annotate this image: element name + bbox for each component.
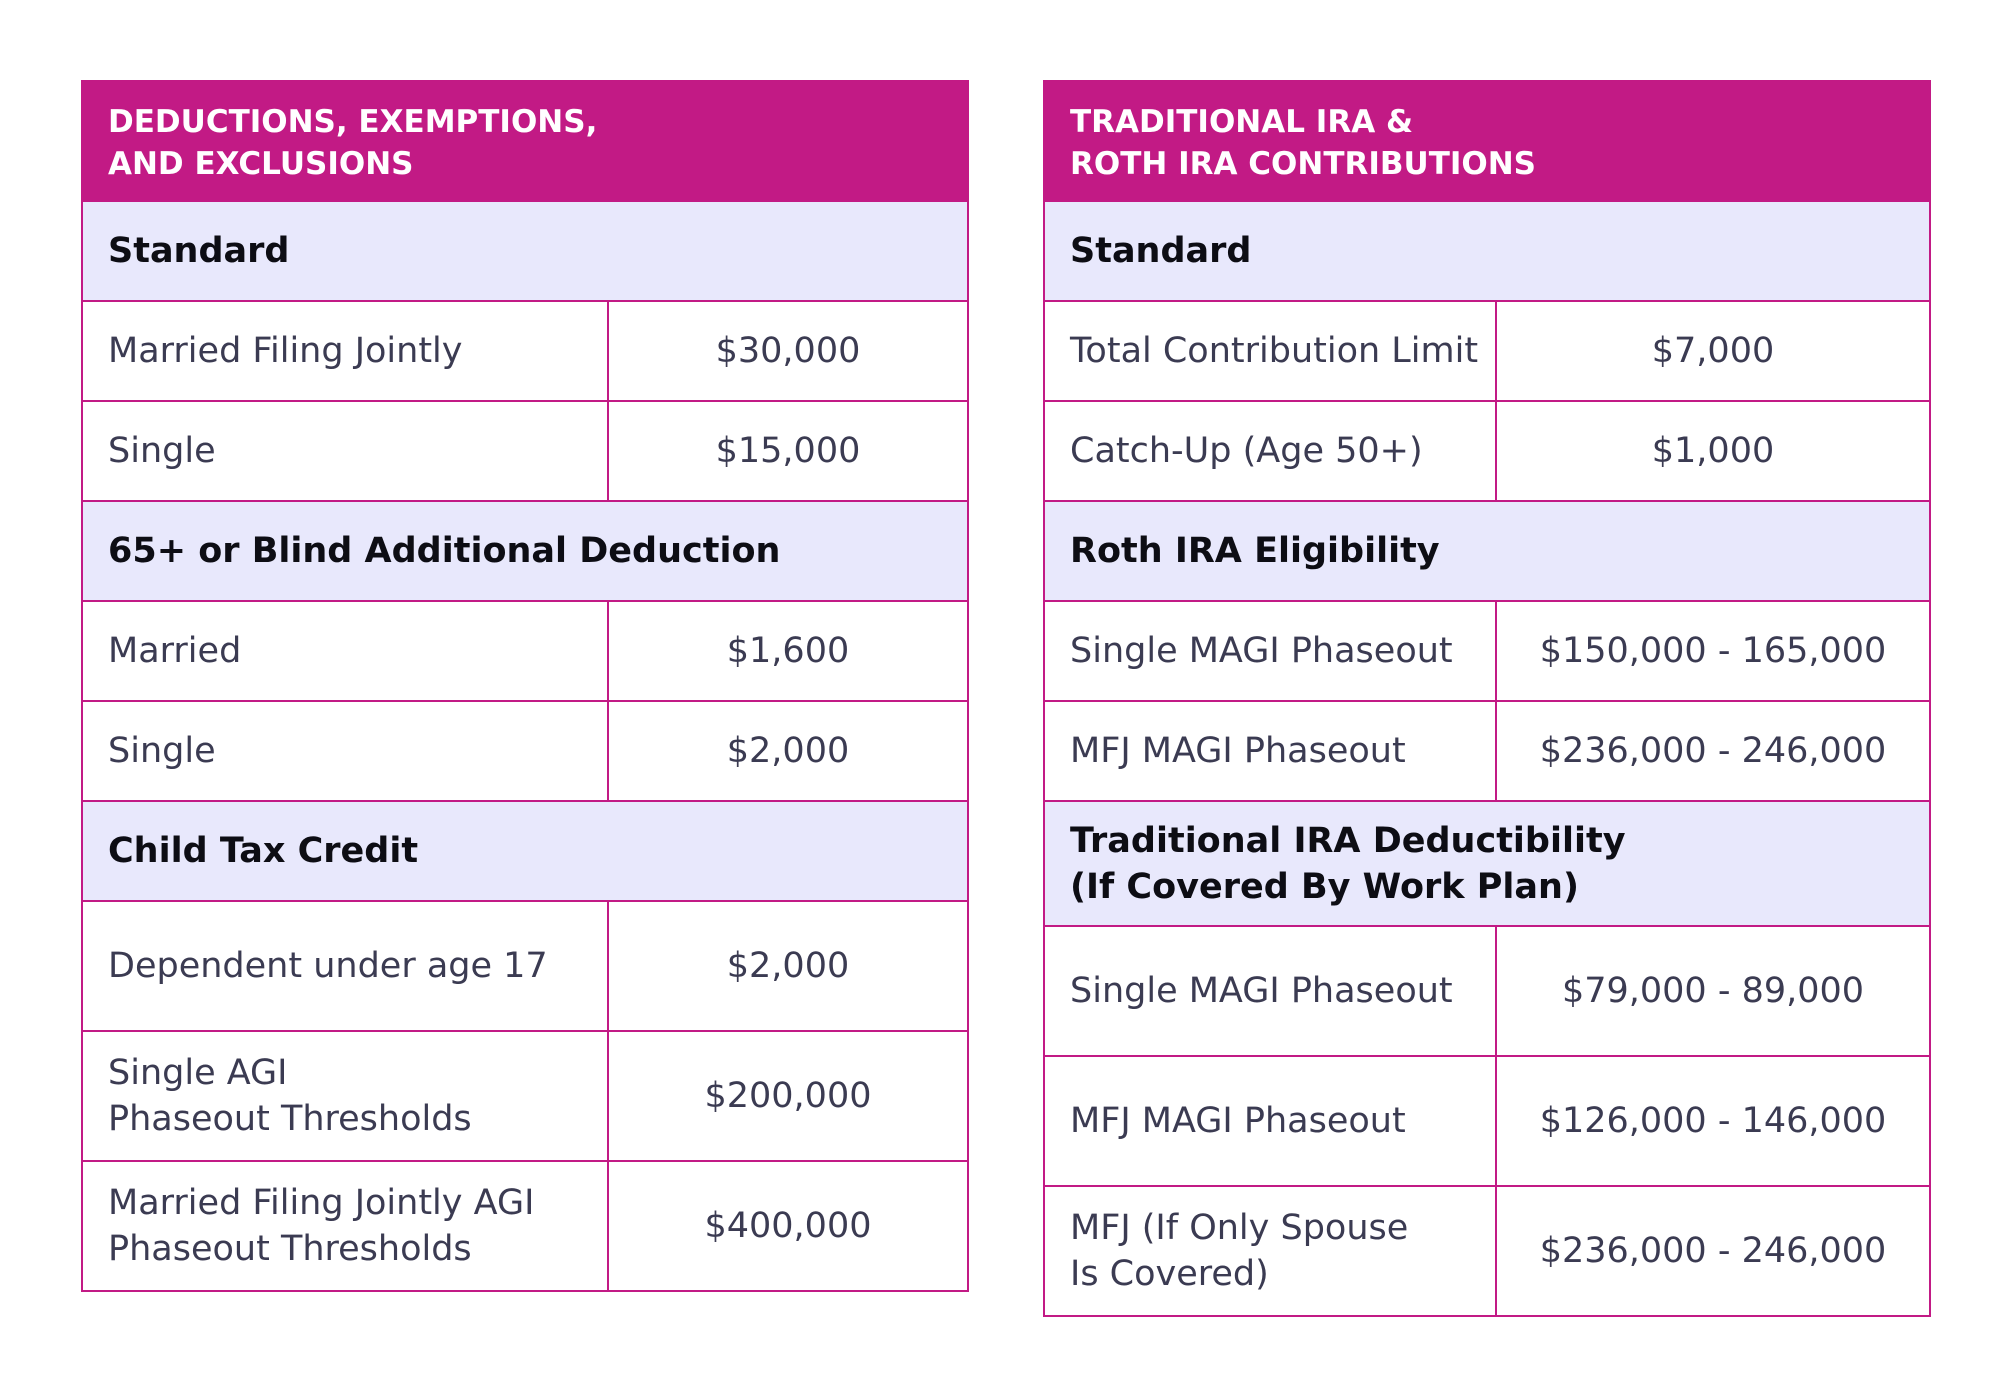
row-value: $236,000 - 246,000 — [1495, 1185, 1931, 1317]
table-row: Single MAGI Phaseout $79,000 - 89,000 — [1043, 925, 1931, 1057]
row-value: $150,000 - 165,000 — [1495, 600, 1931, 702]
table-row: Catch-Up (Age 50+) $1,000 — [1043, 400, 1931, 502]
row-label: MFJ MAGI Phaseout — [1043, 1055, 1497, 1187]
row-label: Married — [81, 600, 609, 702]
row-label: Married Filing Jointly AGI Phaseout Thre… — [81, 1160, 609, 1292]
section-header: Standard — [1043, 200, 1931, 302]
row-label: Married Filing Jointly — [81, 300, 609, 402]
row-label: Single MAGI Phaseout — [1043, 600, 1497, 702]
section-header: Roth IRA Eligibility — [1043, 500, 1931, 602]
row-label: Single AGI Phaseout Thresholds — [81, 1030, 609, 1162]
table-row: MFJ MAGI Phaseout $126,000 - 146,000 — [1043, 1055, 1931, 1187]
table-row: Married Filing Jointly AGI Phaseout Thre… — [81, 1160, 969, 1292]
row-value: $126,000 - 146,000 — [1495, 1055, 1931, 1187]
table-row: MFJ MAGI Phaseout $236,000 - 246,000 — [1043, 700, 1931, 802]
row-label-line: MFJ (If Only Spouse — [1070, 1208, 1409, 1248]
section-title: Child Tax Credit — [81, 800, 969, 902]
table-row: Married $1,600 — [81, 600, 969, 702]
row-value: $1,000 — [1495, 400, 1931, 502]
row-value: $400,000 — [607, 1160, 969, 1292]
row-label: Single — [81, 400, 609, 502]
row-label-line: Married Filing Jointly AGI — [108, 1183, 535, 1223]
section-title: 65+ or Blind Additional Deduction — [81, 500, 969, 602]
row-value: $2,000 — [607, 900, 969, 1032]
row-label: Single — [81, 700, 609, 802]
table-row: Single AGI Phaseout Thresholds $200,000 — [81, 1030, 969, 1162]
row-label: MFJ (If Only Spouse Is Covered) — [1043, 1185, 1497, 1317]
row-label: Catch-Up (Age 50+) — [1043, 400, 1497, 502]
table-title-line: TRADITIONAL IRA & — [1070, 104, 1414, 140]
table-title-line: DEDUCTIONS, EXEMPTIONS, — [108, 104, 598, 140]
table-row: Married Filing Jointly $30,000 — [81, 300, 969, 402]
row-value: $79,000 - 89,000 — [1495, 925, 1931, 1057]
row-value: $7,000 — [1495, 300, 1931, 402]
row-label: Total Contribution Limit — [1043, 300, 1497, 402]
section-header: Traditional IRA Deductibility (If Covere… — [1043, 800, 1931, 927]
row-label: Dependent under age 17 — [81, 900, 609, 1032]
table-title: DEDUCTIONS, EXEMPTIONS, AND EXCLUSIONS — [81, 80, 969, 202]
section-title: Standard — [1043, 200, 1931, 302]
table-title-line: AND EXCLUSIONS — [108, 146, 414, 182]
row-value: $1,600 — [607, 600, 969, 702]
table-row: Dependent under age 17 $2,000 — [81, 900, 969, 1032]
row-label-line: Phaseout Thresholds — [108, 1229, 472, 1269]
table-header: TRADITIONAL IRA & ROTH IRA CONTRIBUTIONS — [1043, 80, 1931, 202]
table-row: Single $15,000 — [81, 400, 969, 502]
row-value: $15,000 — [607, 400, 969, 502]
row-label-line: Phaseout Thresholds — [108, 1099, 472, 1139]
table-header: DEDUCTIONS, EXEMPTIONS, AND EXCLUSIONS — [81, 80, 969, 202]
section-header: 65+ or Blind Additional Deduction — [81, 500, 969, 602]
row-value: $30,000 — [607, 300, 969, 402]
row-value: $2,000 — [607, 700, 969, 802]
table-title-line: ROTH IRA CONTRIBUTIONS — [1070, 146, 1536, 182]
section-header: Child Tax Credit — [81, 800, 969, 902]
section-title: Traditional IRA Deductibility (If Covere… — [1043, 800, 1931, 927]
section-header: Standard — [81, 200, 969, 302]
row-value: $236,000 - 246,000 — [1495, 700, 1931, 802]
row-label-line: Is Covered) — [1070, 1254, 1269, 1294]
table-title: TRADITIONAL IRA & ROTH IRA CONTRIBUTIONS — [1043, 80, 1931, 202]
section-title-line: Traditional IRA Deductibility — [1070, 820, 1626, 861]
section-title: Standard — [81, 200, 969, 302]
table-row: Single MAGI Phaseout $150,000 - 165,000 — [1043, 600, 1931, 702]
row-value: $200,000 — [607, 1030, 969, 1162]
table-row: MFJ (If Only Spouse Is Covered) $236,000… — [1043, 1185, 1931, 1317]
row-label: MFJ MAGI Phaseout — [1043, 700, 1497, 802]
section-title: Roth IRA Eligibility — [1043, 500, 1931, 602]
table-row: Total Contribution Limit $7,000 — [1043, 300, 1931, 402]
ira-contributions-table: TRADITIONAL IRA & ROTH IRA CONTRIBUTIONS… — [1043, 80, 1931, 1317]
row-label-line: Single AGI — [108, 1053, 288, 1093]
section-title-line: (If Covered By Work Plan) — [1070, 866, 1579, 907]
table-row: Single $2,000 — [81, 700, 969, 802]
deductions-table: DEDUCTIONS, EXEMPTIONS, AND EXCLUSIONS S… — [81, 80, 969, 1292]
row-label: Single MAGI Phaseout — [1043, 925, 1497, 1057]
